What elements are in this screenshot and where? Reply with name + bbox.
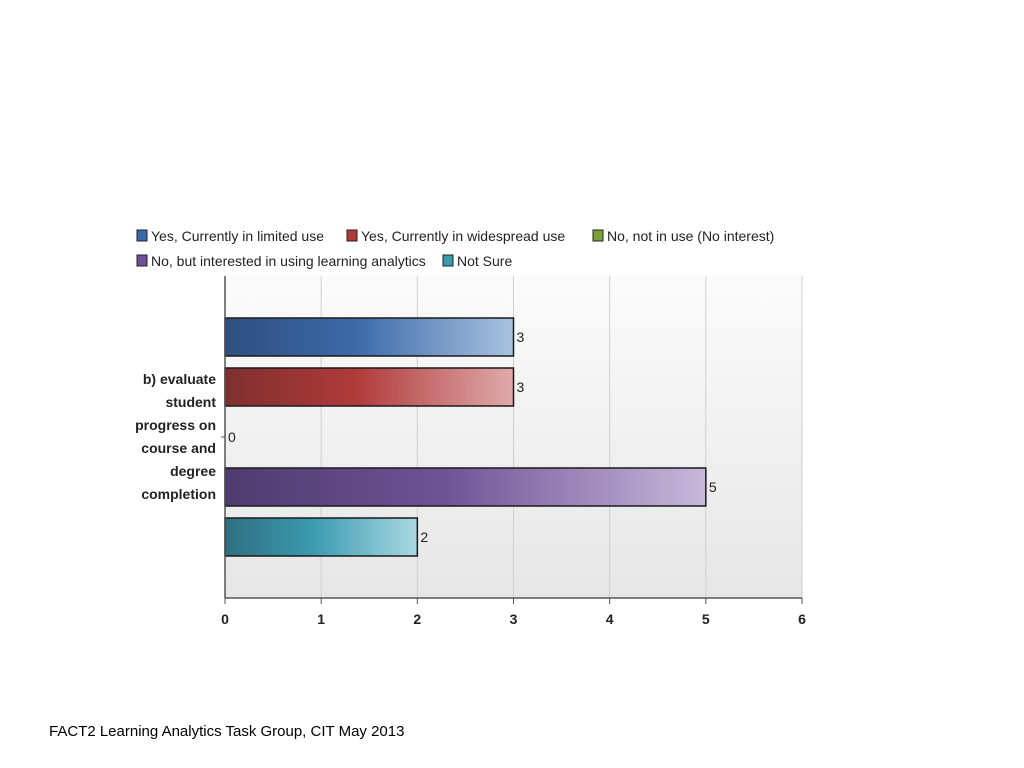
- x-tick-label: 5: [702, 611, 710, 627]
- category-label-line: b) evaluate: [143, 371, 216, 387]
- x-tick-label: 1: [317, 611, 325, 627]
- category-label-line: completion: [141, 486, 216, 502]
- legend-swatch: [346, 229, 358, 242]
- bar: [224, 367, 515, 407]
- legend-label: Yes, Currently in widespread use: [361, 228, 565, 244]
- x-tick-label: 2: [413, 611, 421, 627]
- legend-swatch: [136, 254, 148, 267]
- category-label-line: course and: [141, 440, 216, 456]
- legend-swatch: [136, 229, 148, 242]
- category-label-line: student: [165, 394, 216, 410]
- chart-legend: Yes, Currently in limited use Yes, Curren…: [136, 228, 774, 269]
- bar: [224, 317, 515, 357]
- legend-item: No, not in use (No interest): [592, 228, 774, 244]
- bars: 3 3 0 5 2: [224, 317, 717, 557]
- legend-item: No, but interested in using learning ana…: [136, 253, 426, 269]
- category-label-line: progress on: [135, 417, 216, 433]
- x-tick-label: 4: [606, 611, 614, 627]
- bar: [224, 467, 707, 507]
- data-label: 3: [517, 379, 525, 395]
- legend-label: No, not in use (No interest): [607, 228, 774, 244]
- data-label: 0: [228, 429, 236, 445]
- legend-label: Yes, Currently in limited use: [151, 228, 324, 244]
- data-label: 2: [420, 529, 428, 545]
- x-tick-label: 6: [798, 611, 806, 627]
- legend-swatch: [592, 229, 604, 242]
- category-label-line: degree: [170, 463, 216, 479]
- data-label: 3: [517, 329, 525, 345]
- legend-item: Not Sure: [442, 253, 512, 269]
- bar: [224, 517, 419, 557]
- axes: 0 1 2 3 4 5 6: [221, 276, 806, 627]
- x-tick-label: 0: [221, 611, 229, 627]
- data-label: 5: [709, 479, 717, 495]
- category-label: b) evaluate student progress on course and d…: [135, 371, 216, 502]
- legend-item: Yes, Currently in widespread use: [346, 228, 565, 244]
- footer-text: FACT2 Learning Analytics Task Group, CIT…: [49, 723, 405, 740]
- legend-swatch: [442, 254, 454, 267]
- legend-item: Yes, Currently in limited use: [136, 228, 324, 244]
- bar-chart: Yes, Currently in limited use Yes, Curren…: [135, 228, 806, 627]
- x-tick-label: 3: [510, 611, 518, 627]
- legend-label: No, but interested in using learning ana…: [151, 253, 426, 269]
- legend-label: Not Sure: [457, 253, 512, 269]
